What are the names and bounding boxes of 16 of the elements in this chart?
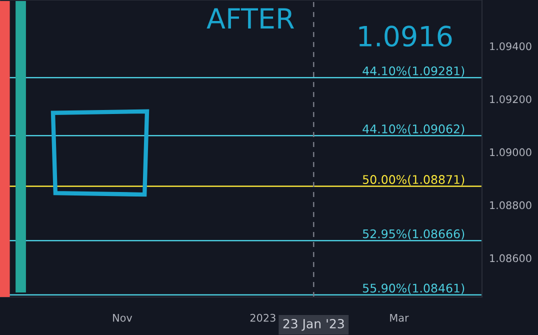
x-tick-label: Mar [390, 314, 409, 322]
ref-line-label: 23 Jan '23 [283, 318, 344, 331]
ref-line-label: 55.90%(1.08461) [362, 283, 464, 294]
ref-line-label: 44.10%(1.09281) [362, 66, 464, 77]
x-tick-label: 2023 [250, 314, 276, 322]
ref-line-label: 50.00%(1.08871) [362, 174, 464, 186]
y-tick-label: 1.09000 [490, 148, 532, 156]
y-tick-label: 1.09400 [490, 42, 532, 50]
y-tick-label: 1.08800 [490, 201, 532, 210]
ref-line-label: 44.10%(1.09062) [362, 124, 464, 135]
annotation: 1.0916 [359, 26, 452, 47]
y-tick-label: 1.09200 [490, 95, 532, 104]
y-tick-label: 1.08600 [490, 254, 532, 262]
x-tick-label: Nov [113, 314, 132, 322]
annotation: AFTER [206, 8, 294, 28]
ref-line-label: 52.95%(1.08666) [362, 229, 464, 240]
